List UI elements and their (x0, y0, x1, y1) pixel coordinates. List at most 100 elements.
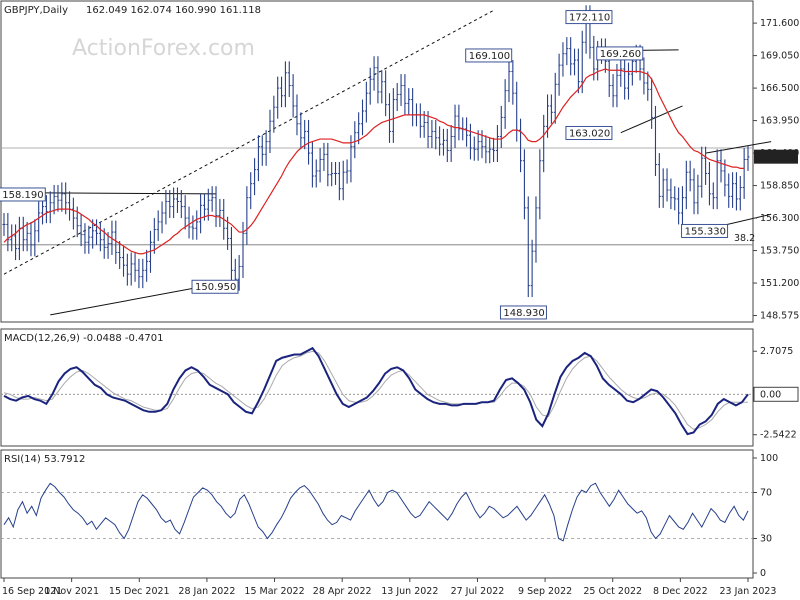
ohlc-bar (334, 162, 338, 185)
ohlc-bar (380, 70, 384, 104)
ohlc-bar (137, 258, 141, 289)
ohlc-bar (245, 186, 249, 245)
ohlc-bar (457, 104, 461, 141)
x-tick-label: 13 Jun 2022 (381, 586, 438, 597)
annotation-label: 163.020 (569, 128, 610, 139)
ohlc-bar (341, 160, 345, 201)
ohlc-bar (407, 88, 411, 115)
trendline-dashed (3, 9, 494, 275)
ohlc-bar (723, 159, 727, 197)
rsi-line (3, 482, 749, 542)
annotation-label: 172.110 (569, 13, 610, 24)
ohlc-bar (626, 62, 630, 100)
ohlc-bar (711, 182, 715, 210)
price-y-tick-label: 158.850 (760, 181, 799, 192)
price-y-tick-label: 163.950 (760, 116, 799, 127)
ohlc-bar (114, 220, 118, 264)
ohlc-bar (264, 130, 268, 166)
price-y-tick-label: 171.600 (760, 18, 799, 29)
ohlc-bar (237, 255, 241, 291)
ohlc-bar (538, 149, 542, 220)
ohlc-bar (738, 176, 742, 211)
ohlc-bar (438, 126, 442, 156)
ohlc-bar (453, 104, 457, 148)
ohlc-bar (272, 95, 276, 133)
ohlc-bar (71, 197, 75, 230)
ohlc-bar (291, 74, 295, 118)
ohlc-bar (746, 145, 750, 171)
ohlc-bar (468, 123, 472, 160)
x-tick-label: 28 Jan 2022 (178, 586, 235, 597)
annotation-box (465, 48, 513, 63)
ohlc-bar (79, 214, 83, 247)
macd-y-tick-label: 2.7075 (760, 346, 793, 357)
ohlc-bar (472, 136, 476, 161)
ohlc-bar (434, 119, 438, 150)
ohlc-bar (125, 253, 129, 286)
price-ohlc-readout: 162.049 162.074 160.990 161.118 (86, 5, 261, 16)
ohlc-bar (488, 137, 492, 164)
ohlc-bar (734, 172, 738, 211)
ohlc-bar (307, 119, 311, 165)
ohlc-bar (642, 57, 646, 95)
price-annotation: 169.100 (465, 48, 513, 63)
ohlc-bar (95, 219, 99, 245)
ohlc-bar (573, 48, 577, 76)
fib-label: 38.2 (734, 233, 755, 244)
ohlc-bar (330, 162, 334, 187)
ohlc-bar (345, 159, 349, 184)
ohlc-bar (476, 130, 480, 161)
ohlc-bar (241, 221, 245, 278)
ohlc-bar (592, 35, 596, 81)
x-tick-label: 28 Apr 2022 (313, 586, 372, 597)
ohlc-bar (673, 186, 677, 211)
ohlc-bar (256, 135, 260, 182)
ohlc-bar (253, 158, 257, 196)
ohlc-bar (249, 172, 253, 210)
price-y-tick-label: 156.300 (760, 213, 799, 224)
price-panel-title: GBPJPY,Daily (4, 5, 68, 16)
ohlc-bar (692, 168, 696, 215)
ohlc-bar (677, 187, 681, 225)
ohlc-bar (511, 60, 515, 105)
annotation-label: 158.190 (2, 190, 43, 201)
current-price-label: 161.118 (757, 152, 796, 163)
macd-current-label: 0.00 (760, 389, 781, 400)
ohlc-bar (384, 70, 388, 117)
price-y-tick-label: 169.050 (760, 51, 799, 62)
ohlc-bar (210, 186, 214, 212)
ohlc-bar (148, 230, 152, 273)
macd-panel-frame (0, 328, 754, 447)
ohlc-bar (175, 187, 179, 213)
macd-current-box (753, 386, 799, 402)
ohlc-bar (353, 121, 357, 159)
ohlc-bar (580, 30, 584, 94)
rsi-y-tick-label: 70 (760, 488, 772, 499)
ohlc-bar (310, 141, 314, 188)
price-annotation: 155.330 (681, 223, 729, 238)
ohlc-bar (688, 160, 692, 192)
ohlc-bar (361, 99, 365, 136)
ohlc-bar (669, 178, 673, 210)
ohlc-bar (492, 137, 496, 162)
rsi-y-tick-label: 30 (760, 534, 772, 545)
ohlc-bar (187, 206, 191, 239)
price-y-tick-label: 151.200 (760, 278, 799, 289)
ohlc-bar (615, 63, 619, 108)
x-tick-label: 15 Mar 2022 (244, 586, 304, 597)
ohlc-bar (179, 190, 183, 219)
channel-top (705, 141, 772, 154)
ohlc-bar (719, 149, 723, 183)
ohlc-bar (172, 187, 176, 219)
ohlc-bar (549, 94, 553, 124)
ohlc-bar (684, 160, 688, 210)
rsi-y-tick-label: 0 (760, 568, 766, 579)
ohlc-bar (337, 162, 341, 201)
x-tick-label: 16 Sep 2021 (2, 586, 62, 597)
ohlc-bar (376, 56, 380, 104)
ohlc-bar (391, 88, 395, 143)
macd-signal-line (3, 350, 748, 430)
ohlc-bar (499, 105, 503, 148)
ohlc-bar (98, 221, 102, 252)
